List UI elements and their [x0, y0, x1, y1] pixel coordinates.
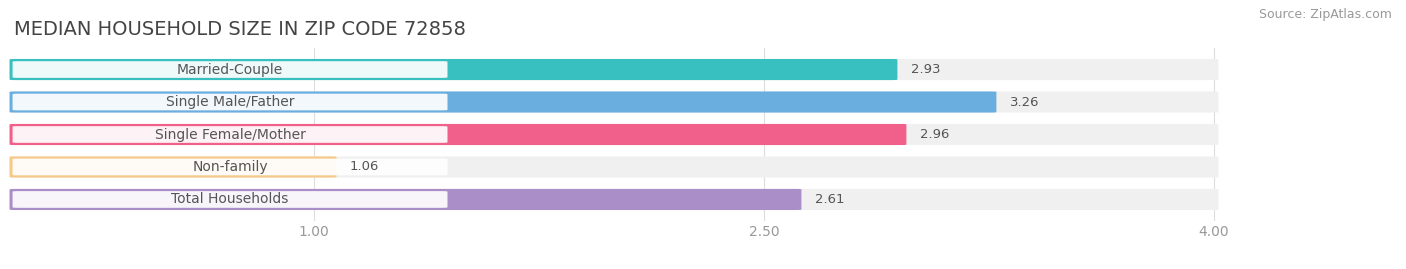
Text: Single Female/Mother: Single Female/Mother — [155, 128, 305, 141]
Text: Non-family: Non-family — [193, 160, 267, 174]
FancyBboxPatch shape — [10, 157, 336, 178]
FancyBboxPatch shape — [10, 91, 997, 112]
FancyBboxPatch shape — [10, 157, 1219, 178]
FancyBboxPatch shape — [10, 59, 897, 80]
FancyBboxPatch shape — [10, 124, 907, 145]
FancyBboxPatch shape — [13, 191, 447, 208]
Text: 2.93: 2.93 — [911, 63, 941, 76]
Text: 1.06: 1.06 — [350, 161, 380, 174]
FancyBboxPatch shape — [10, 59, 1219, 80]
FancyBboxPatch shape — [10, 189, 1219, 210]
FancyBboxPatch shape — [13, 159, 447, 175]
FancyBboxPatch shape — [13, 61, 447, 78]
FancyBboxPatch shape — [10, 91, 1219, 112]
FancyBboxPatch shape — [13, 94, 447, 110]
Text: 2.96: 2.96 — [920, 128, 949, 141]
Text: MEDIAN HOUSEHOLD SIZE IN ZIP CODE 72858: MEDIAN HOUSEHOLD SIZE IN ZIP CODE 72858 — [14, 20, 465, 38]
Text: 3.26: 3.26 — [1010, 95, 1039, 108]
Text: Total Households: Total Households — [172, 192, 288, 207]
Text: Source: ZipAtlas.com: Source: ZipAtlas.com — [1258, 8, 1392, 21]
Text: 2.61: 2.61 — [815, 193, 845, 206]
Text: Single Male/Father: Single Male/Father — [166, 95, 294, 109]
Text: Married-Couple: Married-Couple — [177, 62, 283, 77]
FancyBboxPatch shape — [10, 189, 801, 210]
FancyBboxPatch shape — [13, 126, 447, 143]
FancyBboxPatch shape — [10, 124, 1219, 145]
